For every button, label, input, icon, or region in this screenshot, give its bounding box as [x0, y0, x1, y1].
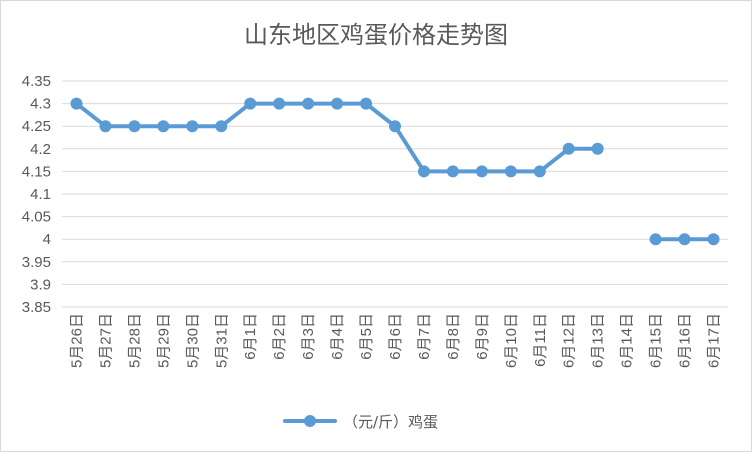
- x-tick-label: 5月30日: [184, 313, 201, 368]
- legend-marker: [304, 415, 316, 427]
- x-tick-label: 6月9日: [474, 313, 491, 360]
- legend-label: （元/斤）鸡蛋: [343, 413, 438, 431]
- x-tick-label: 6月6日: [387, 313, 404, 360]
- y-tick-label: 4.25: [22, 118, 51, 135]
- x-tick-label: 6月10日: [503, 313, 520, 368]
- x-tick-label: 6月8日: [445, 313, 462, 360]
- x-tick-label: 6月5日: [358, 313, 375, 360]
- x-tick-label: 6月1日: [242, 313, 259, 360]
- x-tick-label: 6月14日: [619, 313, 636, 368]
- y-tick-label: 4.1: [30, 186, 51, 203]
- data-point: [562, 142, 575, 155]
- data-point: [273, 97, 286, 110]
- data-point: [389, 120, 401, 133]
- data-point: [707, 233, 720, 246]
- legend[interactable]: （元/斤）鸡蛋: [283, 413, 438, 431]
- y-tick-label: 4.35: [22, 73, 51, 90]
- data-point: [128, 120, 141, 133]
- y-tick-label: 4.05: [22, 209, 51, 226]
- y-tick-label: 4: [43, 231, 51, 248]
- data-point: [244, 97, 257, 110]
- data-point: [475, 165, 488, 178]
- data-point: [504, 165, 517, 178]
- gridlines: [62, 80, 728, 308]
- data-point: [417, 165, 430, 178]
- x-tick-label: 5月26日: [68, 313, 85, 368]
- x-tick-label: 6月12日: [561, 313, 578, 368]
- data-point: [360, 97, 373, 110]
- x-axis-ticks: 5月26日 5月27日 5月28日 5月29日 5月30日 5月31日 6月1日 6月2日 6月…: [68, 313, 722, 368]
- chart-title: 山东地区鸡蛋价格走势图: [244, 21, 508, 49]
- data-point: [99, 120, 112, 133]
- data-point: [678, 233, 691, 246]
- data-point: [591, 142, 604, 155]
- data-point: [186, 120, 199, 133]
- data-point: [157, 120, 170, 133]
- x-tick-label: 6月4日: [329, 313, 346, 360]
- y-tick-label: 3.95: [22, 254, 51, 271]
- data-point: [215, 120, 228, 133]
- y-tick-label: 4.2: [30, 141, 51, 158]
- x-tick-label: 5月27日: [97, 313, 114, 368]
- data-point: [302, 97, 315, 110]
- series-layer: [70, 97, 720, 246]
- y-tick-label: 3.85: [22, 299, 51, 316]
- x-tick-label: 6月2日: [271, 313, 288, 360]
- x-tick-label: 6月17日: [706, 313, 723, 368]
- y-axis-ticks: 4.35 4.3 4.25 4.2 4.15 4.1 4.05 4 3.95 3.9 3.85: [22, 73, 51, 316]
- x-tick-label: 6月13日: [590, 313, 607, 368]
- data-point: [649, 233, 662, 246]
- data-point: [70, 97, 83, 110]
- series-line: [74, 101, 600, 174]
- data-point: [533, 165, 546, 178]
- x-tick-label: 6月15日: [648, 313, 665, 368]
- y-tick-label: 4.15: [22, 163, 51, 180]
- x-tick-label: 6月11日: [532, 313, 549, 367]
- x-tick-label: 5月28日: [126, 313, 143, 368]
- y-tick-label: 3.9: [30, 276, 51, 293]
- x-tick-label: 6月7日: [416, 313, 433, 360]
- data-point: [446, 165, 459, 178]
- x-tick-label: 5月29日: [155, 313, 172, 368]
- x-tick-label: 6月3日: [300, 313, 317, 360]
- y-tick-label: 4.3: [30, 96, 51, 113]
- x-tick-label: 5月31日: [213, 313, 230, 368]
- x-tick-label: 6月16日: [677, 313, 694, 368]
- data-point: [331, 97, 344, 110]
